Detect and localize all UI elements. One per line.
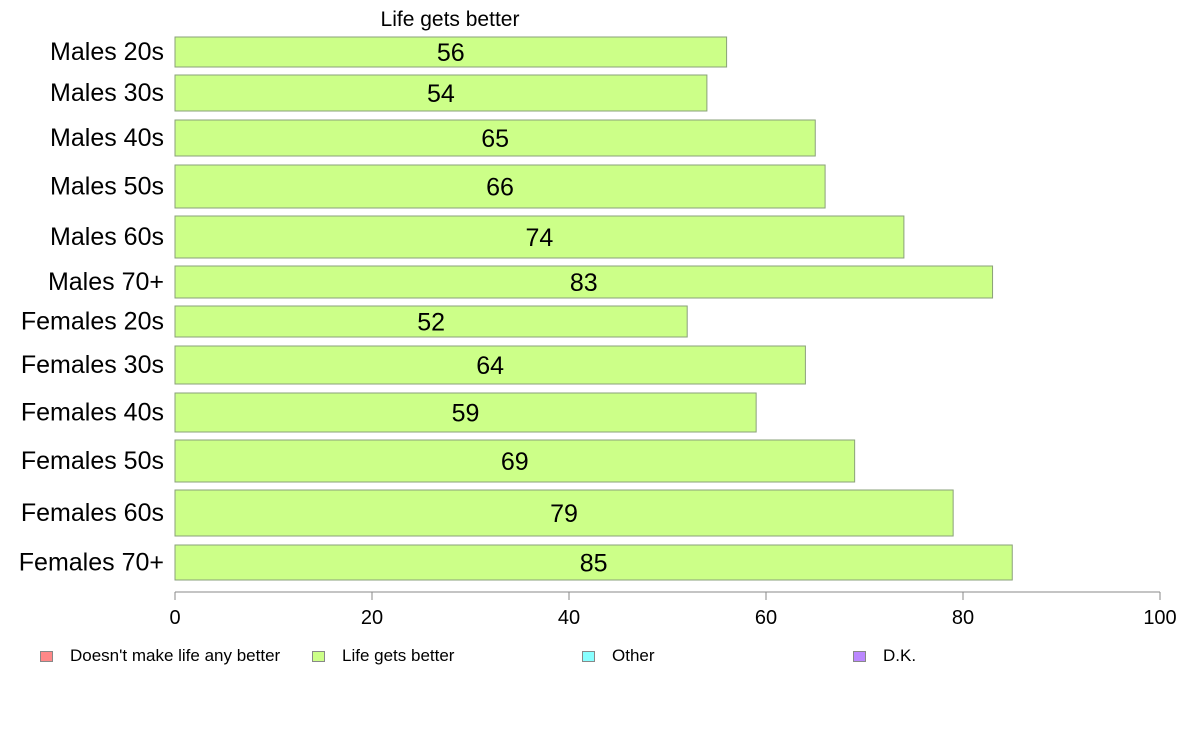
bar xyxy=(174,392,757,433)
bar-value-label: 56 xyxy=(437,39,465,67)
y-tick-label: Males 60s xyxy=(50,223,164,251)
legend-swatch xyxy=(312,650,325,662)
legend-label: Doesn't make life any better xyxy=(70,646,281,665)
legend-item-other: Other xyxy=(582,646,655,666)
bar-value-label: 52 xyxy=(417,309,445,337)
legend-item-doesnt-make-life-better: Doesn't make life any better xyxy=(40,646,280,666)
x-tick-label: 80 xyxy=(952,607,974,629)
bar xyxy=(174,544,1013,581)
bar xyxy=(174,36,728,68)
bar-value-label: 69 xyxy=(501,448,529,476)
bar-value-label: 65 xyxy=(481,125,509,153)
bar xyxy=(174,164,826,209)
y-tick-label: Females 20s xyxy=(21,308,164,336)
bar xyxy=(174,345,806,385)
legend-label: Life gets better xyxy=(342,646,455,665)
bar-value-label: 59 xyxy=(452,400,480,428)
x-tick-label: 60 xyxy=(755,607,777,629)
legend-swatch xyxy=(40,650,53,662)
bar-value-label: 54 xyxy=(427,80,455,108)
bar-value-label: 83 xyxy=(570,269,598,297)
legend-label: Other xyxy=(612,646,655,665)
x-tick-label: 0 xyxy=(169,607,180,629)
bar xyxy=(174,215,905,259)
legend-swatch xyxy=(853,650,866,662)
bar xyxy=(174,119,816,157)
legend-swatch xyxy=(582,650,595,662)
x-tick-label: 20 xyxy=(361,607,383,629)
y-tick-label: Males 50s xyxy=(50,173,164,201)
bar-value-label: 66 xyxy=(486,174,514,202)
chart-title: Life gets better xyxy=(381,8,520,31)
bar xyxy=(174,74,708,112)
x-tick-label: 100 xyxy=(1143,607,1176,629)
legend-label: D.K. xyxy=(883,646,917,665)
bar-value-label: 74 xyxy=(526,224,554,252)
y-tick-label: Females 60s xyxy=(21,499,164,527)
bars-layer: Males 20s 56 Males 30s 54 Males 40s 65 Males 5… xyxy=(19,36,1013,581)
legend-item-dk: D.K. xyxy=(853,646,916,666)
x-axis: 0 20 40 60 80 100 xyxy=(169,591,1177,629)
x-tick-label: 40 xyxy=(558,607,580,629)
bar-value-label: 64 xyxy=(476,352,504,380)
legend-item-life-gets-better: Life gets better xyxy=(312,646,454,666)
y-tick-label: Females 30s xyxy=(21,351,164,379)
y-tick-label: Males 30s xyxy=(50,79,164,107)
bar-value-label: 79 xyxy=(550,500,578,528)
y-tick-label: Males 40s xyxy=(50,124,164,152)
y-tick-label: Males 70+ xyxy=(48,268,164,296)
bar xyxy=(174,265,994,299)
bar xyxy=(174,439,856,483)
y-tick-label: Females 40s xyxy=(21,399,164,427)
bar xyxy=(174,489,954,537)
y-tick-label: Females 70+ xyxy=(19,549,164,577)
y-tick-label: Males 20s xyxy=(50,38,164,66)
legend: Doesn't make life any better Life gets b… xyxy=(0,646,1188,668)
bar-value-label: 85 xyxy=(580,550,608,578)
bar xyxy=(174,305,688,338)
y-tick-label: Females 50s xyxy=(21,447,164,475)
